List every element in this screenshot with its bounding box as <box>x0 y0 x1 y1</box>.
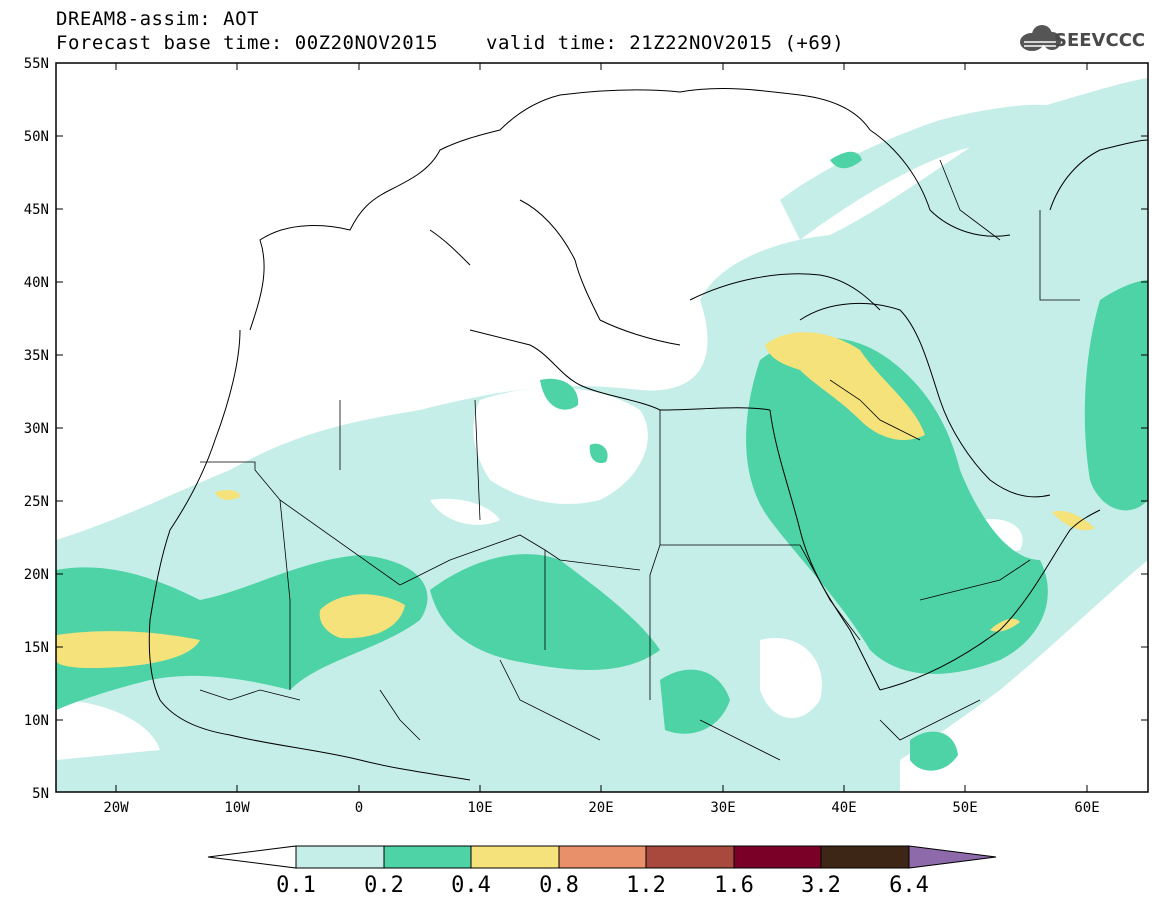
lon-label: 60E <box>1074 800 1099 816</box>
lon-label: 10E <box>467 800 492 816</box>
lon-label: 50E <box>952 800 977 816</box>
aot-clear-gaps <box>56 387 1023 760</box>
lat-label: 55N <box>24 56 49 72</box>
colorbar-label: 0.2 <box>364 873 404 898</box>
colorbar-swatch <box>295 845 385 869</box>
colorbar-label: 0.4 <box>451 873 491 898</box>
lat-label: 35N <box>24 348 49 364</box>
lon-label: 0 <box>355 800 363 816</box>
lon-label: 10W <box>224 800 250 816</box>
colorbar-label: 1.2 <box>626 873 666 898</box>
map-title: DREAM8-assim: AOT <box>56 8 259 30</box>
colorbar: 0.1 0.2 0.4 0.8 1.2 1.6 3.2 6.4 <box>207 845 997 898</box>
colorbar-label: 0.1 <box>276 873 316 898</box>
lat-label: 5N <box>32 786 49 802</box>
colorbar-label: 0.8 <box>539 873 579 898</box>
aot-level-0.4 <box>56 332 1095 668</box>
lat-label: 20N <box>24 567 49 583</box>
lat-label: 40N <box>24 275 49 291</box>
colorbar-swatch <box>383 845 472 869</box>
coastlines <box>148 88 1148 781</box>
lon-label: 20W <box>103 800 129 816</box>
colorbar-label: 3.2 <box>801 873 841 898</box>
colorbar-swatch <box>558 845 647 869</box>
forecast-base-time: Forecast base time: 00Z20NOV2015 <box>56 32 439 54</box>
colorbar-swatch <box>820 845 910 869</box>
longitude-axis: 20W 10W 0 10E 20E 30E 40E 50E 60E <box>103 63 1100 816</box>
latitude-axis: 55N 50N 45N 40N 35N 30N 25N 20N 15N 10N … <box>24 56 1148 802</box>
colorbar-low-arrow <box>207 845 297 869</box>
colorbar-label: 6.4 <box>889 873 929 898</box>
lon-label: 20E <box>588 800 613 816</box>
cloud-icon <box>1020 25 1061 51</box>
colorbar-swatch <box>470 845 560 869</box>
valid-time: valid time: 21Z22NOV2015 (+69) <box>486 32 845 54</box>
lat-label: 10N <box>24 713 49 729</box>
logo-text: SEEVCCC <box>1054 30 1146 51</box>
lat-label: 15N <box>24 640 49 656</box>
lat-label: 50N <box>24 129 49 145</box>
colorbar-swatch <box>645 845 735 869</box>
colorbar-swatch <box>733 845 822 869</box>
colorbar-high-arrow <box>908 845 997 869</box>
lon-label: 30E <box>710 800 735 816</box>
lat-label: 45N <box>24 202 49 218</box>
colorbar-label: 1.6 <box>714 873 754 898</box>
lon-label: 40E <box>831 800 856 816</box>
lat-label: 25N <box>24 494 49 510</box>
lat-label: 30N <box>24 421 49 437</box>
political-borders <box>199 159 1080 761</box>
